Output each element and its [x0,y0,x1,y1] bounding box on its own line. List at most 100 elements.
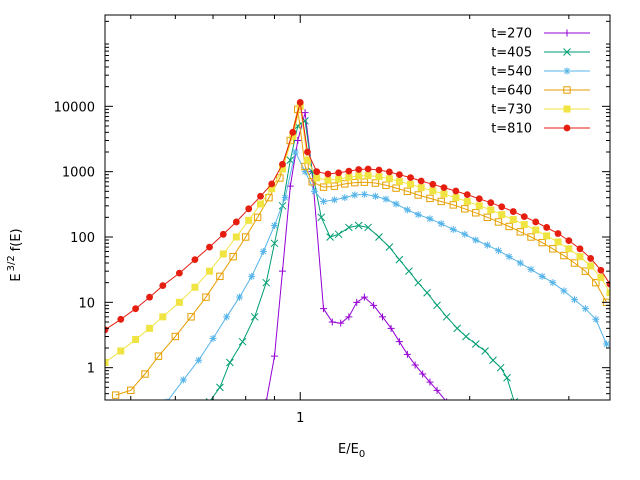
data-point [317,213,326,222]
data-point [345,173,353,181]
data-point [403,187,412,196]
data-point [446,398,448,400]
legend: t=270 t=405 t=540 t=640 t=730 t=810 [491,27,590,137]
data-point [291,148,299,156]
data-point [334,230,343,239]
data-point [597,266,605,274]
data-point [560,251,568,260]
data-point [403,206,411,214]
data-point [587,262,595,270]
data-point [250,312,259,321]
data-point [310,187,318,195]
data-point [449,226,457,234]
data-point [117,315,125,323]
ticks-layer: 1 10 100 1000 10000 1 [54,15,610,426]
data-point [209,334,217,342]
data-point [592,315,600,323]
data-point [355,166,363,173]
data-point [262,278,271,287]
data-point [449,201,457,209]
data-point [554,230,562,237]
data-point [159,313,167,321]
data-point [414,278,423,287]
data-point [603,340,610,348]
data-point [487,199,495,207]
data-point [475,195,483,203]
data-point [414,211,422,219]
data-point [205,397,214,400]
x-axis-label-subscript: 0 [359,449,365,460]
data-point [417,177,425,185]
data-point [440,190,448,198]
data-point [509,208,517,215]
y-tick-label: 1 [87,362,95,377]
data-point [433,301,441,310]
y-tick-label: 100 [70,231,95,246]
series-t=405 [205,116,519,400]
data-point [117,347,125,355]
data-point [232,218,240,226]
legend-label: t=640 [491,84,532,99]
data-point [385,168,393,176]
data-point [426,194,434,203]
data-point [159,282,167,290]
data-point [407,174,414,182]
data-point [549,279,557,287]
data-point [279,160,286,168]
data-point [481,347,489,355]
data-point [565,237,573,245]
data-point [219,230,227,238]
data-point [419,370,427,378]
data-point [483,241,491,249]
data-point [576,253,584,261]
data-point [392,200,400,208]
data-point [179,376,187,384]
data-point [494,218,503,226]
data-point [516,228,525,236]
data-point [111,391,120,399]
data-point [164,398,171,400]
data-point [370,301,378,309]
data-point [532,218,540,226]
y-tick-label: 10 [78,296,95,311]
data-point [281,194,289,202]
data-point [411,361,419,369]
data-point [487,206,495,214]
data-point [489,356,497,365]
data-point [345,313,353,321]
series-t=810 [105,98,610,334]
data-point [241,233,250,241]
data-point [191,283,199,291]
legend-marker [563,67,571,75]
data-point [257,192,264,200]
data-point [141,370,149,378]
data-point [270,352,278,360]
data-point [516,259,524,267]
series-layer [105,98,610,400]
data-point [259,247,267,255]
data-point [270,221,278,229]
data-point [175,269,183,277]
data-point [206,267,214,275]
data-point [554,238,562,246]
data-point [154,352,163,360]
data-point [429,187,437,195]
data-point [235,293,243,301]
data-point [565,245,573,253]
data-point [245,216,253,224]
data-point [345,167,353,175]
data-point [429,180,437,188]
data-point [498,203,506,211]
y-axis-label-tail: f(E) [9,228,24,251]
y-tick-label: 1000 [62,166,95,181]
legend-label: t=540 [491,65,532,80]
series-t=540 [164,148,610,400]
data-point [395,255,404,264]
data-point [532,226,540,234]
data-point [265,398,267,400]
data-point [360,178,369,186]
data-point [375,233,383,241]
data-point [238,337,247,346]
data-point [301,168,309,176]
data-point [587,255,595,262]
